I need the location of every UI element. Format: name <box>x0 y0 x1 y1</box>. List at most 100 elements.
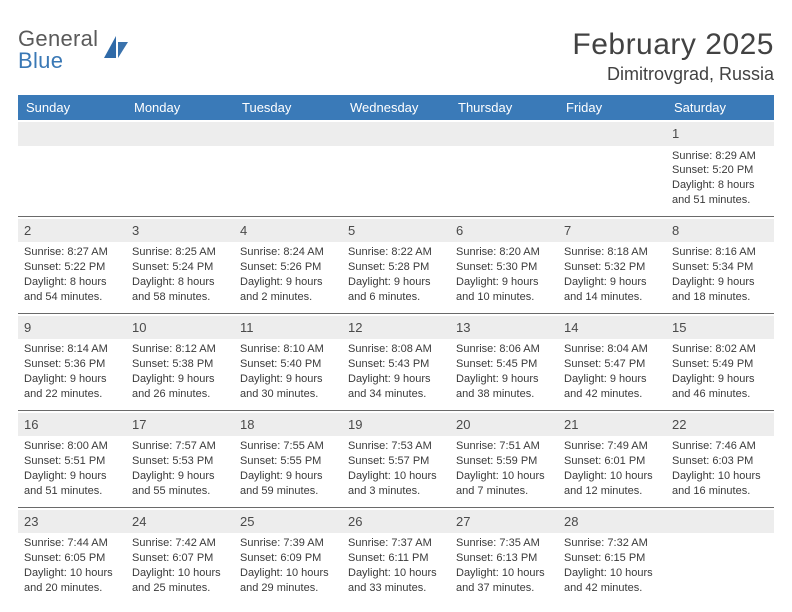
daylight-line-1: Daylight: 9 hours <box>240 275 336 290</box>
daylight-line-2: and 10 minutes. <box>456 290 552 305</box>
day-number: 20 <box>450 413 558 437</box>
sunrise-line: Sunrise: 8:10 AM <box>240 342 336 357</box>
daylight-line-2: and 58 minutes. <box>132 290 228 305</box>
day-number: 17 <box>126 413 234 437</box>
calendar-cell: 20Sunrise: 7:51 AMSunset: 5:59 PMDayligh… <box>450 410 558 507</box>
daylight-line-2: and 16 minutes. <box>672 484 768 499</box>
daylight-line-2: and 12 minutes. <box>564 484 660 499</box>
daylight-line-1: Daylight: 9 hours <box>564 275 660 290</box>
daylight-line-1: Daylight: 10 hours <box>240 566 336 581</box>
calendar-cell <box>126 120 234 216</box>
daylight-line-1: Daylight: 10 hours <box>348 469 444 484</box>
day-number: 11 <box>234 316 342 340</box>
title-block: February 2025 Dimitrovgrad, Russia <box>572 28 774 85</box>
calendar-cell: 26Sunrise: 7:37 AMSunset: 6:11 PMDayligh… <box>342 507 450 604</box>
sunset-line: Sunset: 5:53 PM <box>132 454 228 469</box>
daylight-line-2: and 3 minutes. <box>348 484 444 499</box>
daylight-line-1: Daylight: 10 hours <box>348 566 444 581</box>
sunrise-line: Sunrise: 7:53 AM <box>348 439 444 454</box>
day-number <box>342 122 450 146</box>
sunrise-line: Sunrise: 8:24 AM <box>240 245 336 260</box>
calendar-cell: 16Sunrise: 8:00 AMSunset: 5:51 PMDayligh… <box>18 410 126 507</box>
daylight-line-2: and 25 minutes. <box>132 581 228 596</box>
sunset-line: Sunset: 6:09 PM <box>240 551 336 566</box>
calendar-cell <box>450 120 558 216</box>
sunset-line: Sunset: 5:22 PM <box>24 260 120 275</box>
sunset-line: Sunset: 5:43 PM <box>348 357 444 372</box>
calendar-grid: 1Sunrise: 8:29 AMSunset: 5:20 PMDaylight… <box>18 120 774 604</box>
calendar-cell: 3Sunrise: 8:25 AMSunset: 5:24 PMDaylight… <box>126 216 234 313</box>
daylight-line-2: and 46 minutes. <box>672 387 768 402</box>
sunrise-line: Sunrise: 7:44 AM <box>24 536 120 551</box>
sunrise-line: Sunrise: 8:20 AM <box>456 245 552 260</box>
day-number: 4 <box>234 219 342 243</box>
brand-line1: General <box>18 28 98 50</box>
daylight-line-2: and 6 minutes. <box>348 290 444 305</box>
daylight-line-1: Daylight: 9 hours <box>132 469 228 484</box>
daylight-line-2: and 42 minutes. <box>564 387 660 402</box>
sunrise-line: Sunrise: 8:02 AM <box>672 342 768 357</box>
daylight-line-1: Daylight: 9 hours <box>672 275 768 290</box>
weekday-header: Monday <box>126 95 234 120</box>
daylight-line-2: and 34 minutes. <box>348 387 444 402</box>
day-number: 12 <box>342 316 450 340</box>
daylight-line-2: and 51 minutes. <box>24 484 120 499</box>
daylight-line-2: and 22 minutes. <box>24 387 120 402</box>
calendar-cell: 25Sunrise: 7:39 AMSunset: 6:09 PMDayligh… <box>234 507 342 604</box>
day-number <box>450 122 558 146</box>
sunset-line: Sunset: 6:15 PM <box>564 551 660 566</box>
day-number: 22 <box>666 413 774 437</box>
sunrise-line: Sunrise: 7:42 AM <box>132 536 228 551</box>
sunset-line: Sunset: 6:01 PM <box>564 454 660 469</box>
sunset-line: Sunset: 5:36 PM <box>24 357 120 372</box>
sunset-line: Sunset: 5:59 PM <box>456 454 552 469</box>
sunset-line: Sunset: 5:38 PM <box>132 357 228 372</box>
daylight-line-2: and 42 minutes. <box>564 581 660 596</box>
day-number: 23 <box>18 510 126 534</box>
sunset-line: Sunset: 6:03 PM <box>672 454 768 469</box>
calendar-cell: 10Sunrise: 8:12 AMSunset: 5:38 PMDayligh… <box>126 313 234 410</box>
day-number: 10 <box>126 316 234 340</box>
sunrise-line: Sunrise: 7:55 AM <box>240 439 336 454</box>
day-number: 18 <box>234 413 342 437</box>
calendar-cell: 11Sunrise: 8:10 AMSunset: 5:40 PMDayligh… <box>234 313 342 410</box>
sunset-line: Sunset: 5:40 PM <box>240 357 336 372</box>
sunrise-line: Sunrise: 7:37 AM <box>348 536 444 551</box>
day-number: 2 <box>18 219 126 243</box>
day-number <box>666 510 774 534</box>
day-number <box>18 122 126 146</box>
daylight-line-2: and 7 minutes. <box>456 484 552 499</box>
calendar-cell: 21Sunrise: 7:49 AMSunset: 6:01 PMDayligh… <box>558 410 666 507</box>
daylight-line-2: and 55 minutes. <box>132 484 228 499</box>
sunset-line: Sunset: 5:20 PM <box>672 163 768 178</box>
weekday-header: Wednesday <box>342 95 450 120</box>
sunset-line: Sunset: 5:57 PM <box>348 454 444 469</box>
day-number: 19 <box>342 413 450 437</box>
sunset-line: Sunset: 5:24 PM <box>132 260 228 275</box>
day-number: 1 <box>666 122 774 146</box>
sunrise-line: Sunrise: 7:46 AM <box>672 439 768 454</box>
weekday-header: Sunday <box>18 95 126 120</box>
sunrise-line: Sunrise: 7:32 AM <box>564 536 660 551</box>
weekday-header: Tuesday <box>234 95 342 120</box>
daylight-line-1: Daylight: 9 hours <box>24 372 120 387</box>
calendar-cell: 9Sunrise: 8:14 AMSunset: 5:36 PMDaylight… <box>18 313 126 410</box>
day-number: 6 <box>450 219 558 243</box>
day-number: 9 <box>18 316 126 340</box>
daylight-line-2: and 54 minutes. <box>24 290 120 305</box>
daylight-line-2: and 18 minutes. <box>672 290 768 305</box>
sunset-line: Sunset: 6:11 PM <box>348 551 444 566</box>
page-header: General Blue February 2025 Dimitrovgrad,… <box>18 28 774 85</box>
daylight-line-2: and 37 minutes. <box>456 581 552 596</box>
sunrise-line: Sunrise: 7:39 AM <box>240 536 336 551</box>
daylight-line-2: and 38 minutes. <box>456 387 552 402</box>
day-number: 3 <box>126 219 234 243</box>
calendar-cell: 18Sunrise: 7:55 AMSunset: 5:55 PMDayligh… <box>234 410 342 507</box>
day-number: 24 <box>126 510 234 534</box>
daylight-line-2: and 2 minutes. <box>240 290 336 305</box>
daylight-line-2: and 33 minutes. <box>348 581 444 596</box>
day-number: 21 <box>558 413 666 437</box>
sunset-line: Sunset: 5:45 PM <box>456 357 552 372</box>
daylight-line-1: Daylight: 9 hours <box>348 275 444 290</box>
weekday-header: Friday <box>558 95 666 120</box>
